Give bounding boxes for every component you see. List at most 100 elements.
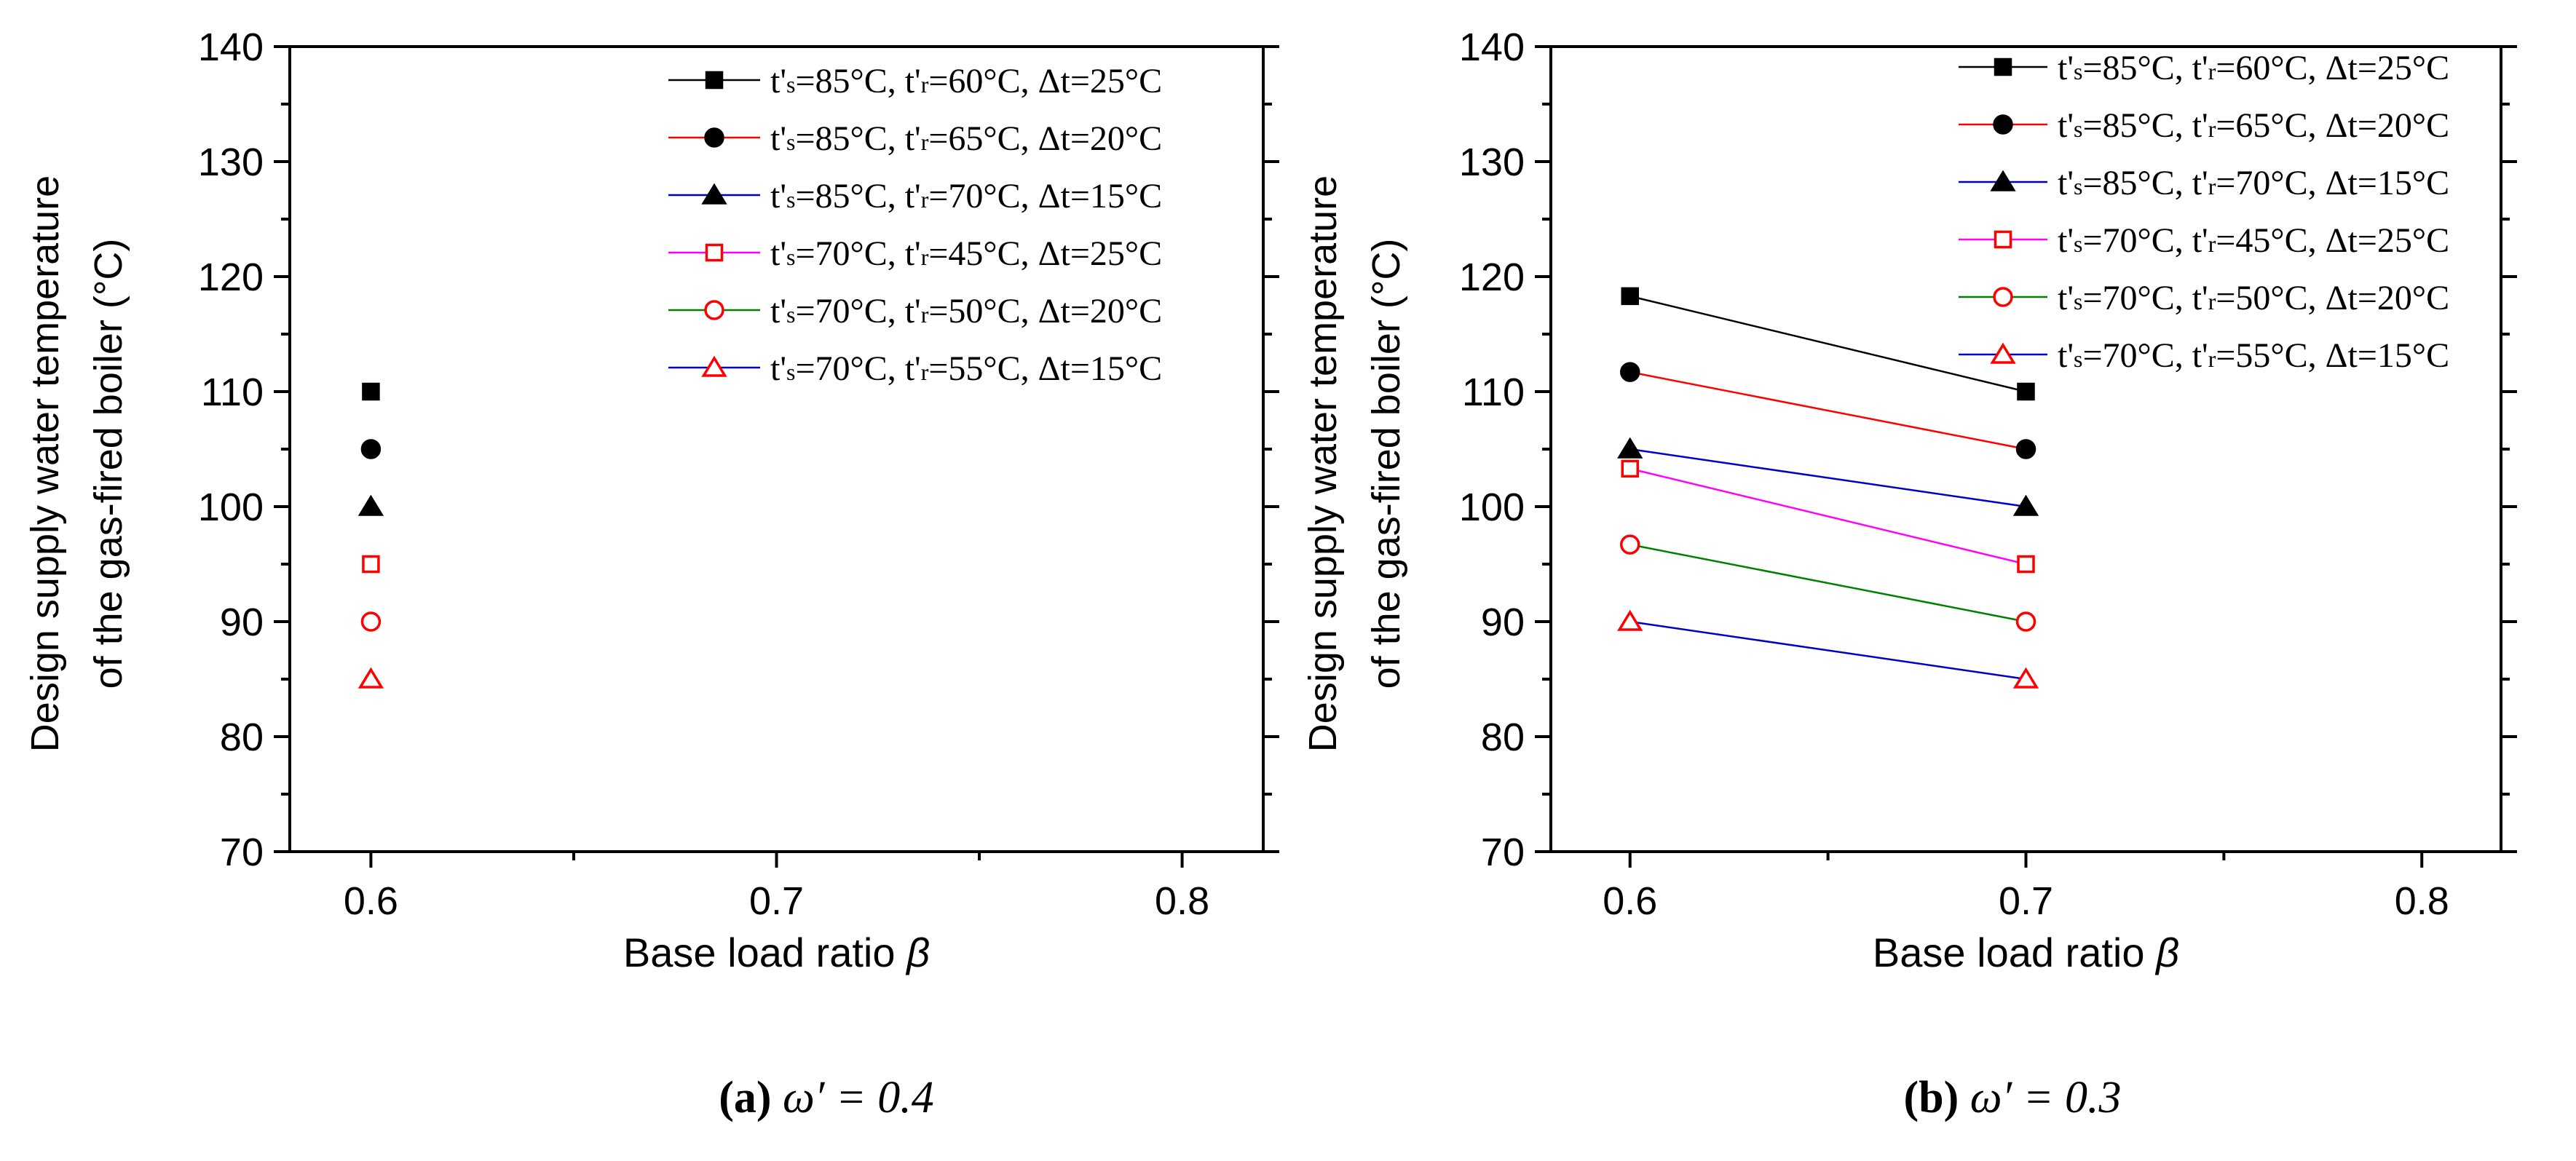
- legend-text-part: t': [2058, 279, 2074, 317]
- legend-label: t's=70°C, t'r=50°C, Δt=20°C: [770, 292, 1162, 330]
- x-axis-label-text: Base load ratio: [1873, 930, 2156, 975]
- caption-b: (b) ω′ = 0.3: [1904, 1073, 2122, 1122]
- legend-text-sub: s: [786, 301, 795, 328]
- legend-label: t's=85°C, t'r=70°C, Δt=15°C: [2058, 164, 2449, 202]
- legend-text-part: t': [905, 234, 921, 273]
- y-axis-label-line: Design supply water temperature: [23, 175, 67, 752]
- legend-text-sub: s: [786, 359, 795, 385]
- legend-marker: [1994, 58, 2012, 76]
- legend-marker: [1990, 170, 2016, 191]
- legend-text-part: t': [905, 349, 921, 388]
- legend-text-part: t': [770, 119, 786, 158]
- legend-text-part: t': [2058, 336, 2074, 375]
- legend-text-part: t': [2058, 221, 2074, 260]
- legend-text-sub: s: [2074, 288, 2082, 314]
- legend-text-sub: s: [786, 129, 795, 155]
- series-line: [1629, 448, 2026, 508]
- y-tick-label: 70: [220, 831, 264, 874]
- y-tick-label: 130: [198, 140, 264, 184]
- data-point: [1621, 459, 1639, 478]
- legend-text-part: =65°C, Δt=20°C: [2216, 106, 2449, 145]
- series-line: [1629, 467, 2026, 566]
- y-tick-label: 110: [1462, 371, 1525, 414]
- legend-text-sub: s: [786, 186, 795, 213]
- x-tick-label: 0.7: [749, 879, 804, 923]
- legend-marker: [701, 355, 727, 377]
- x-axis-label-text: Base load ratio: [623, 930, 906, 975]
- legend-text-part: t': [2192, 279, 2208, 317]
- legend-label: t's=85°C, t'r=70°C, Δt=15°C: [770, 177, 1162, 215]
- data-point: [2015, 611, 2036, 632]
- y-axis-label-line: of the gas-fired boiler (°C): [1364, 239, 1408, 689]
- legend-marker: [701, 183, 727, 205]
- legend-marker: [705, 71, 724, 90]
- legend-text-sub: r: [2208, 173, 2216, 199]
- legend-text-part: =70°C,: [2082, 279, 2192, 317]
- legend-label: t's=70°C, t'r=55°C, Δt=15°C: [770, 349, 1162, 388]
- legend-text-part: =70°C,: [795, 292, 904, 330]
- data-point: [2012, 494, 2039, 516]
- legend-text-sub: r: [921, 359, 929, 385]
- legend-text-part: =70°C, Δt=15°C: [928, 177, 1162, 215]
- legend-text-part: =70°C,: [795, 234, 904, 273]
- legend-text-sub: r: [921, 244, 929, 270]
- legend-text-part: =60°C, Δt=25°C: [2216, 49, 2449, 87]
- legend-text-part: =85°C,: [795, 62, 904, 100]
- y-tick-label: 120: [1459, 255, 1525, 299]
- y-tick-label: 140: [1459, 25, 1525, 69]
- data-point: [357, 494, 384, 516]
- caption-a-letter: (a): [719, 1073, 771, 1122]
- legend-text-sub: s: [2074, 346, 2082, 372]
- y-tick-label: 130: [1459, 140, 1525, 184]
- legend-text-sub: s: [2074, 58, 2082, 84]
- legend-text-part: t': [2192, 336, 2208, 375]
- data-point: [2017, 555, 2035, 574]
- legend-text-part: t': [770, 177, 786, 215]
- legend-marker: [1994, 230, 2012, 249]
- legend-text-sub: r: [921, 186, 929, 213]
- caption-a: (a) ω′ = 0.4: [719, 1073, 933, 1122]
- legend-marker: [704, 300, 724, 320]
- legend-text-part: =55°C, Δt=15°C: [2216, 336, 2449, 375]
- data-point: [1620, 362, 1640, 382]
- panel-b-chart: 70 80 90 100 110 120 130 140 0.6 0.7 0.8 Base load …: [1301, 25, 2517, 975]
- y-tick-label: 140: [198, 25, 264, 69]
- legend-text-part: t': [2192, 106, 2208, 145]
- legend-marker: [705, 243, 724, 262]
- legend-text-part: =55°C, Δt=15°C: [928, 349, 1162, 388]
- legend-text-part: t': [2192, 49, 2208, 87]
- data-point: [2015, 439, 2036, 459]
- legend-text-part: =60°C, Δt=25°C: [928, 62, 1162, 100]
- caption-b-text: ω′ = 0.3: [1959, 1073, 2121, 1122]
- y-tick-label: 90: [1481, 601, 1525, 644]
- legend-text-sub: r: [2208, 288, 2216, 314]
- x-tick-label: 0.7: [1999, 879, 2053, 923]
- legend-text-part: t': [905, 292, 921, 330]
- legend-text-part: =45°C, Δt=25°C: [2216, 221, 2449, 260]
- legend-marker: [1993, 287, 2013, 307]
- legend-text-part: =70°C, Δt=15°C: [2216, 164, 2449, 202]
- legend-text-part: =85°C,: [795, 119, 904, 158]
- legend-text-part: t': [2192, 221, 2208, 260]
- legend-label: t's=70°C, t'r=45°C, Δt=25°C: [2058, 221, 2449, 260]
- legend-label: t's=70°C, t'r=50°C, Δt=20°C: [2058, 279, 2449, 317]
- legend-label: t's=85°C, t'r=60°C, Δt=25°C: [770, 62, 1162, 100]
- data-point: [1617, 609, 1643, 631]
- series-line: [1629, 543, 2026, 623]
- legend-text-part: t': [770, 349, 786, 388]
- data-point: [1620, 534, 1640, 555]
- legend-text-part: t': [2058, 164, 2074, 202]
- y-axis-label-line: Design supply water temperature: [1301, 175, 1345, 752]
- y-tick-label: 80: [220, 716, 264, 759]
- legend-label: t's=70°C, t'r=45°C, Δt=25°C: [770, 234, 1162, 273]
- x-axis-label: Base load ratio β: [623, 930, 930, 975]
- series-line: [1629, 371, 2026, 451]
- legend-text-part: =65°C, Δt=20°C: [928, 119, 1162, 158]
- legend-text-sub: r: [2208, 231, 2216, 257]
- legend-text-sub: r: [2208, 58, 2216, 84]
- legend-text-sub: s: [786, 71, 795, 98]
- legend-text-sub: r: [921, 129, 929, 155]
- legend-text-part: =70°C,: [795, 349, 904, 388]
- y-tick-label: 120: [198, 255, 264, 299]
